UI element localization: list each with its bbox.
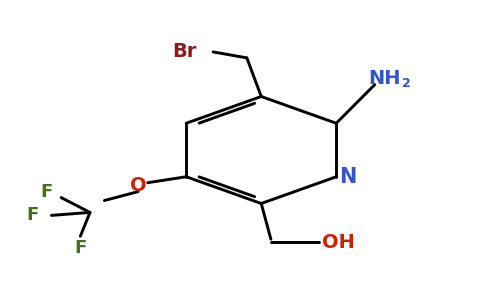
Text: O: O [130,176,147,195]
Text: Br: Br [172,42,197,62]
Text: F: F [41,183,53,201]
Text: 2: 2 [402,76,410,90]
Text: N: N [340,167,357,187]
Text: F: F [26,206,38,224]
Text: F: F [74,239,87,257]
Text: OH: OH [322,232,355,252]
Text: NH: NH [368,69,401,88]
